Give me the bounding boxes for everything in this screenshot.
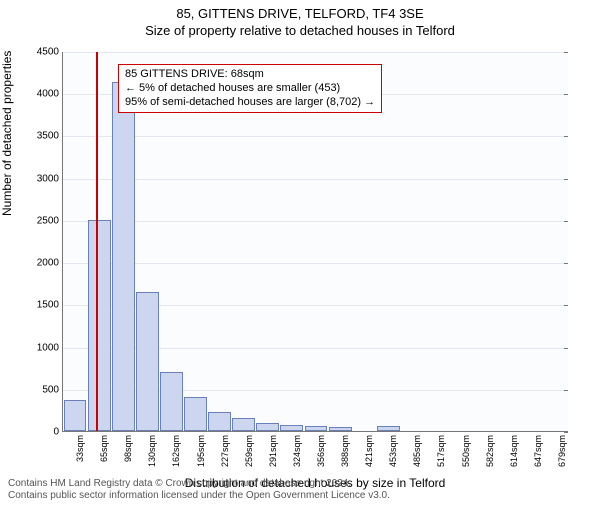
x-tick-label: 227sqm (220, 435, 230, 467)
x-tick-label: 550sqm (461, 435, 471, 467)
histogram-bar (88, 220, 111, 431)
y-tick-label: 1500 (37, 300, 59, 311)
x-tick-label: 485sqm (412, 435, 422, 467)
x-tick-label: 388sqm (340, 435, 350, 467)
histogram-bar (64, 400, 87, 431)
reference-line (96, 52, 98, 431)
chart-title-sub: Size of property relative to detached ho… (0, 23, 600, 38)
y-tick-label: 2500 (37, 215, 59, 226)
histogram-bar (256, 423, 279, 431)
y-tick-label: 4000 (37, 89, 59, 100)
gridline (63, 179, 568, 180)
histogram-bar (232, 418, 255, 431)
x-tick-label: 421sqm (364, 435, 374, 467)
y-tick-label: 1000 (37, 342, 59, 353)
y-tick-label: 500 (42, 384, 59, 395)
x-tick-label: 647sqm (533, 435, 543, 467)
x-tick-label: 259sqm (244, 435, 254, 467)
y-tick-label: 3000 (37, 173, 59, 184)
x-tick-label: 98sqm (123, 435, 133, 462)
y-tick-label: 4500 (37, 47, 59, 58)
x-tick-label: 33sqm (75, 435, 85, 462)
x-tick-label: 614sqm (509, 435, 519, 467)
x-tick-label: 517sqm (436, 435, 446, 467)
x-tick-label: 324sqm (292, 435, 302, 467)
plot-region: 05001000150020002500300035004000450033sq… (62, 52, 568, 432)
annotation-box: 85 GITTENS DRIVE: 68sqm← 5% of detached … (118, 64, 382, 113)
chart-area: 05001000150020002500300035004000450033sq… (62, 52, 568, 432)
histogram-bar (112, 82, 135, 431)
gridline (63, 136, 568, 137)
x-tick-label: 356sqm (316, 435, 326, 467)
x-tick-label: 679sqm (557, 435, 567, 467)
gridline (63, 221, 568, 222)
footer-attribution: Contains HM Land Registry data © Crown c… (8, 478, 592, 502)
x-tick-label: 65sqm (99, 435, 109, 462)
y-tick-label: 2000 (37, 258, 59, 269)
histogram-bar (305, 426, 328, 431)
annotation-line: 85 GITTENS DRIVE: 68sqm (125, 68, 375, 82)
histogram-bar (329, 427, 352, 431)
y-tick-label: 3500 (37, 131, 59, 142)
y-axis-label: Number of detached properties (0, 51, 14, 216)
gridline (63, 263, 568, 264)
histogram-bar (377, 426, 400, 431)
chart-title-main: 85, GITTENS DRIVE, TELFORD, TF4 3SE (0, 6, 600, 21)
histogram-bar (184, 397, 207, 431)
footer-line-1: Contains HM Land Registry data © Crown c… (8, 478, 592, 490)
x-tick-label: 195sqm (196, 435, 206, 467)
y-tick-label: 0 (53, 427, 59, 438)
gridline (63, 52, 568, 53)
histogram-bar (280, 425, 303, 431)
annotation-line: 95% of semi-detached houses are larger (… (125, 96, 375, 110)
x-tick-label: 291sqm (268, 435, 278, 467)
annotation-line: ← 5% of detached houses are smaller (453… (125, 82, 375, 96)
histogram-bar (136, 292, 159, 431)
footer-line-2: Contains public sector information licen… (8, 490, 592, 502)
histogram-bar (208, 412, 231, 431)
x-tick-label: 453sqm (388, 435, 398, 467)
histogram-bar (160, 372, 183, 431)
x-tick-label: 582sqm (485, 435, 495, 467)
x-tick-label: 130sqm (147, 435, 157, 467)
x-tick-label: 162sqm (171, 435, 181, 467)
